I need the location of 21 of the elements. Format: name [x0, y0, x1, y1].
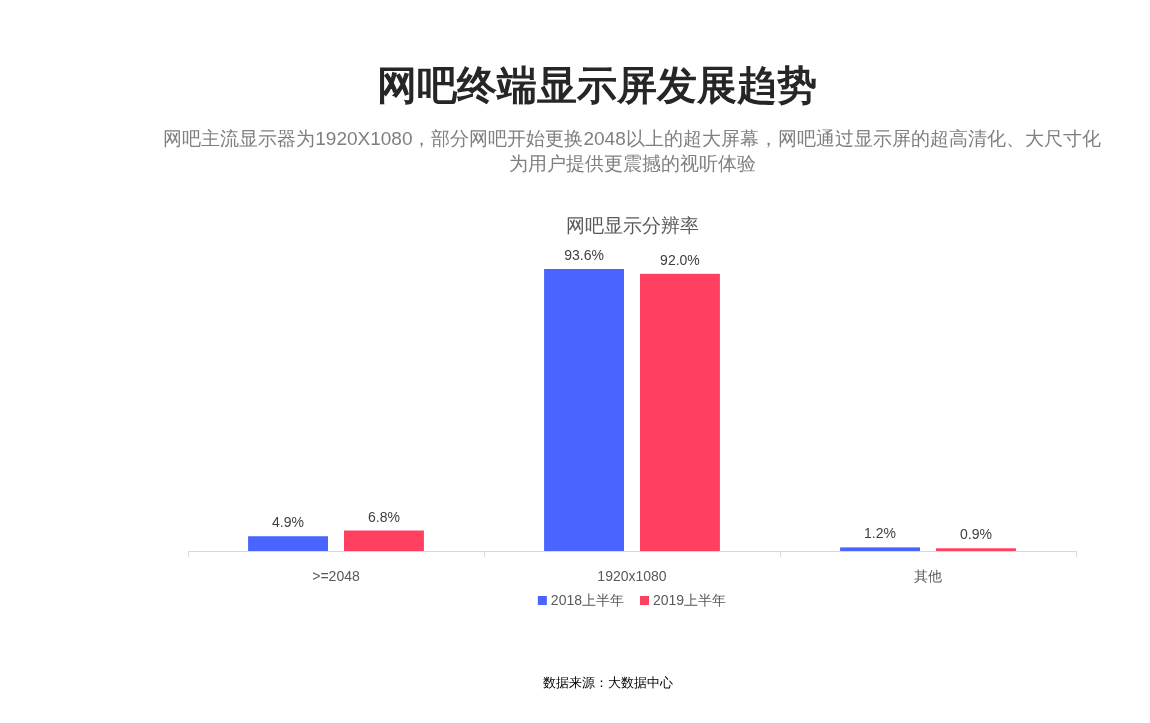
chart-title: 网吧终端显示屏发展趋势 — [377, 63, 817, 107]
legend-label: 2018上半年 — [550, 592, 624, 608]
data-label: 4.9% — [272, 514, 305, 531]
data-label: 1.2% — [864, 525, 897, 542]
bar — [840, 547, 921, 551]
legend-label: 2019上半年 — [653, 592, 727, 608]
data-label: 93.6% — [564, 247, 604, 263]
bar — [639, 273, 720, 551]
x-tick-label: 1920x1080 — [597, 568, 667, 584]
bar — [935, 548, 1016, 551]
bar — [343, 530, 424, 551]
data-label: 6.8% — [367, 508, 400, 525]
x-tick-label: >=2048 — [312, 568, 360, 584]
x-tick-label: 其他 — [914, 568, 942, 584]
bar — [544, 269, 625, 551]
source-note: 数据来源：大数据中心 — [543, 675, 673, 690]
data-label: 92.0% — [660, 251, 700, 268]
text: 网吧显示分辨率 — [565, 215, 699, 236]
chart-subtitle: 网吧主流显示器为1920X1080，部分网吧开始更换2048以上的超大屏幕，网吧通过显示屏的超高清化、大尺寸化为用户提供更震撼的视听体验 — [163, 128, 1101, 174]
data-label: 0.9% — [959, 526, 992, 543]
bar — [248, 536, 329, 551]
